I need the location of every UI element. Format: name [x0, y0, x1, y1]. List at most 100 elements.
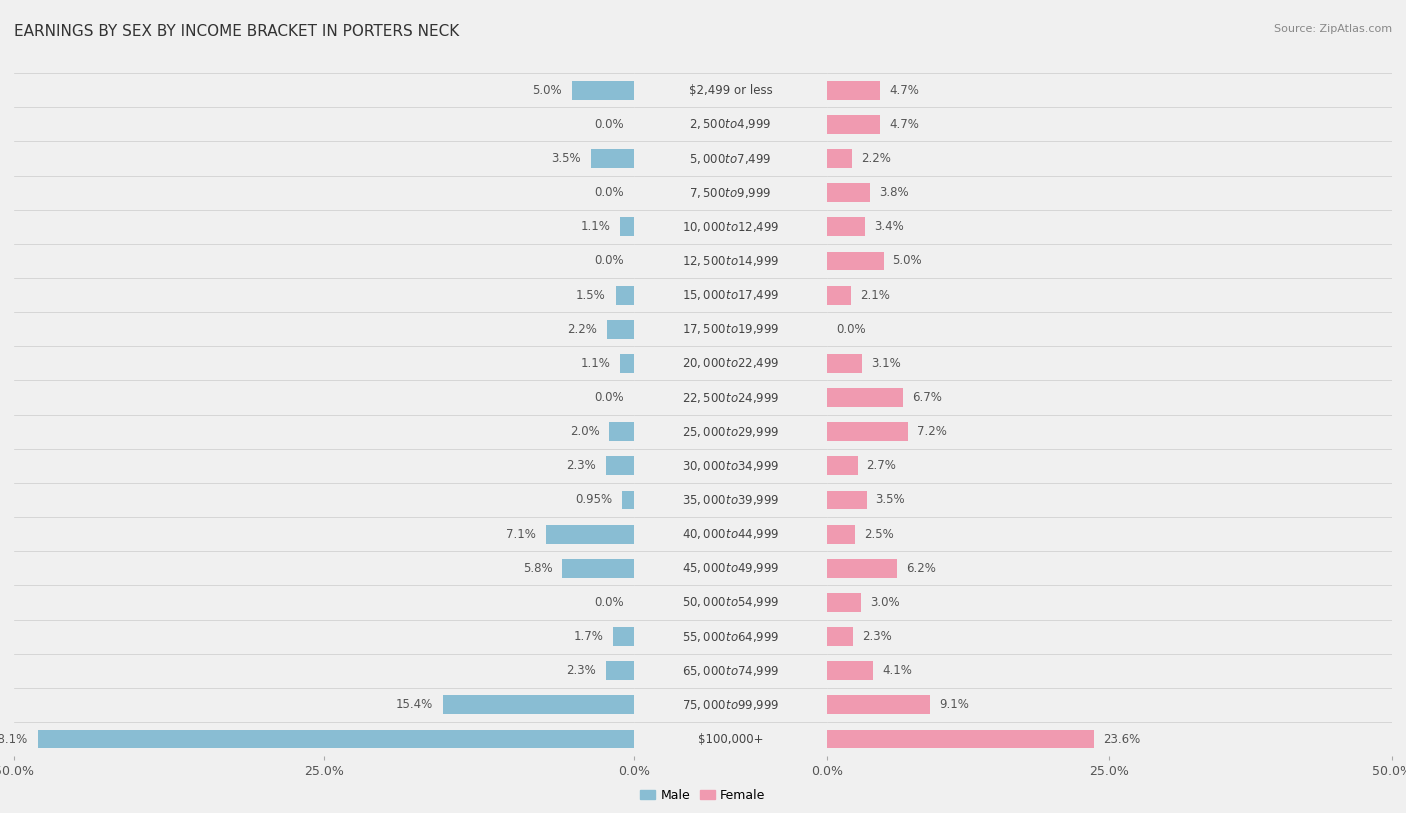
Text: $45,000 to $49,999: $45,000 to $49,999 — [682, 561, 779, 576]
Bar — [0, 73, 634, 107]
Bar — [0, 278, 827, 312]
Text: $35,000 to $39,999: $35,000 to $39,999 — [682, 493, 779, 507]
Text: 3.1%: 3.1% — [872, 357, 901, 370]
Bar — [443, 695, 634, 715]
Bar — [634, 517, 1406, 551]
Text: $25,000 to $29,999: $25,000 to $29,999 — [682, 424, 779, 439]
Text: $50,000 to $54,999: $50,000 to $54,999 — [682, 595, 779, 610]
Text: 6.2%: 6.2% — [905, 562, 936, 575]
Text: $65,000 to $74,999: $65,000 to $74,999 — [682, 663, 779, 678]
Bar — [0, 688, 827, 722]
Bar — [0, 585, 634, 620]
Bar — [634, 483, 1406, 517]
Bar — [634, 107, 1406, 141]
Bar — [827, 422, 908, 441]
Text: 7.2%: 7.2% — [917, 425, 948, 438]
Bar — [0, 483, 634, 517]
Text: 23.6%: 23.6% — [1102, 733, 1140, 746]
Text: $75,000 to $99,999: $75,000 to $99,999 — [682, 698, 779, 712]
Text: $100,000+: $100,000+ — [697, 733, 763, 746]
Text: 2.2%: 2.2% — [567, 323, 598, 336]
Text: 15.4%: 15.4% — [396, 698, 433, 711]
Bar — [0, 449, 827, 483]
Text: 6.7%: 6.7% — [911, 391, 942, 404]
Bar — [634, 415, 1406, 449]
Bar — [634, 551, 1406, 585]
Bar — [609, 422, 634, 441]
Bar — [827, 661, 873, 680]
Bar — [827, 80, 880, 100]
Bar — [0, 244, 827, 278]
Bar — [0, 722, 827, 756]
Bar — [827, 251, 883, 271]
Text: 0.0%: 0.0% — [595, 186, 624, 199]
Text: $2,499 or less: $2,499 or less — [689, 84, 772, 97]
Bar — [613, 627, 634, 646]
Bar — [572, 80, 634, 100]
Bar — [0, 107, 827, 141]
Bar — [827, 354, 862, 373]
Bar — [827, 217, 866, 237]
Bar — [620, 354, 634, 373]
Bar — [0, 517, 827, 551]
Text: 5.8%: 5.8% — [523, 562, 553, 575]
Text: 0.0%: 0.0% — [595, 391, 624, 404]
Legend: Male, Female: Male, Female — [636, 784, 770, 806]
Bar — [827, 456, 858, 476]
Text: 2.1%: 2.1% — [860, 289, 890, 302]
Text: 2.5%: 2.5% — [865, 528, 894, 541]
Bar — [0, 654, 634, 688]
Text: 3.0%: 3.0% — [870, 596, 900, 609]
Bar — [634, 654, 1406, 688]
Bar — [634, 449, 1406, 483]
Bar — [616, 285, 634, 305]
Text: 7.1%: 7.1% — [506, 528, 536, 541]
Text: 0.0%: 0.0% — [595, 596, 624, 609]
Bar — [591, 149, 634, 168]
Bar — [0, 73, 827, 107]
Bar — [0, 449, 634, 483]
Bar — [0, 620, 634, 654]
Bar — [634, 141, 1406, 176]
Bar — [562, 559, 634, 578]
Text: 4.1%: 4.1% — [883, 664, 912, 677]
Text: 0.0%: 0.0% — [595, 254, 624, 267]
Text: EARNINGS BY SEX BY INCOME BRACKET IN PORTERS NECK: EARNINGS BY SEX BY INCOME BRACKET IN POR… — [14, 24, 460, 39]
Text: 1.1%: 1.1% — [581, 220, 610, 233]
Bar — [606, 661, 634, 680]
Text: 1.5%: 1.5% — [576, 289, 606, 302]
Text: 5.0%: 5.0% — [533, 84, 562, 97]
Bar — [827, 149, 852, 168]
Bar — [0, 244, 634, 278]
Bar — [827, 388, 903, 407]
Bar — [827, 115, 880, 134]
Bar — [0, 688, 634, 722]
Bar — [0, 654, 827, 688]
Bar — [623, 490, 634, 510]
Bar — [0, 380, 634, 415]
Text: 1.1%: 1.1% — [581, 357, 610, 370]
Text: 0.95%: 0.95% — [575, 493, 613, 506]
Text: $5,000 to $7,499: $5,000 to $7,499 — [689, 151, 772, 166]
Bar — [0, 620, 827, 654]
Text: 3.5%: 3.5% — [551, 152, 581, 165]
Bar — [827, 285, 851, 305]
Bar — [0, 483, 827, 517]
Bar — [0, 415, 827, 449]
Bar — [0, 551, 634, 585]
Text: 9.1%: 9.1% — [939, 698, 969, 711]
Text: $20,000 to $22,499: $20,000 to $22,499 — [682, 356, 779, 371]
Text: 2.7%: 2.7% — [866, 459, 897, 472]
Bar — [606, 456, 634, 476]
Text: $10,000 to $12,499: $10,000 to $12,499 — [682, 220, 779, 234]
Text: $15,000 to $17,499: $15,000 to $17,499 — [682, 288, 779, 302]
Bar — [634, 380, 1406, 415]
Text: 0.0%: 0.0% — [595, 118, 624, 131]
Bar — [0, 107, 634, 141]
Bar — [0, 312, 634, 346]
Text: 4.7%: 4.7% — [889, 118, 920, 131]
Text: $17,500 to $19,999: $17,500 to $19,999 — [682, 322, 779, 337]
Bar — [0, 210, 827, 244]
Bar — [0, 210, 634, 244]
Bar — [38, 729, 634, 749]
